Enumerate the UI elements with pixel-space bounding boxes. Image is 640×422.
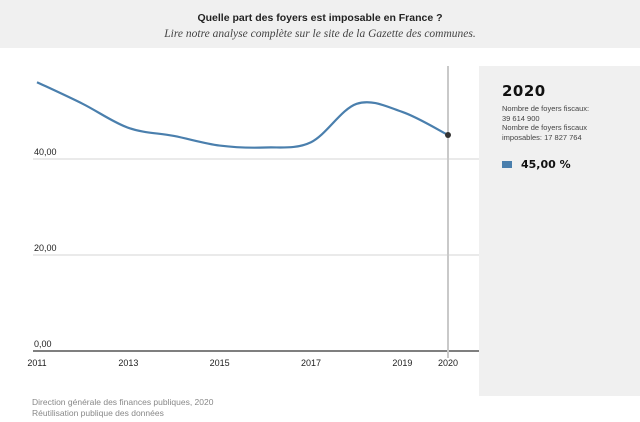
x-tick-label: 2019 [392,358,412,368]
panel-legend: 45,00 % [502,158,640,171]
series-line [36,81,449,149]
footer-note[interactable]: Réutilisation publique des données [32,408,164,418]
line-chart: 0,00 20,00 40,00 2011 2013 2015 2017 2019 2020 [27,66,479,368]
legend-swatch [502,161,512,169]
grid-layer [33,66,479,358]
series-layer [36,81,451,149]
chart-footer: Direction générale des finances publique… [32,397,213,419]
panel-info-line2: 39 614 900 [502,113,540,123]
chart-title: Quelle part des foyers est imposable en … [197,12,443,24]
tooltip-panel: 2020 Nombre de foyers fiscaux: 39 614 90… [479,66,640,396]
x-axis-labels: 2011 2013 2015 2017 2019 2020 [27,358,458,368]
legend-value: 45,00 % [521,158,571,172]
y-tick-label: 0,00 [34,339,52,349]
x-tick-label: 2017 [301,358,321,368]
x-tick-label: 2015 [210,358,230,368]
panel-year: 2020 [502,82,546,100]
x-tick-label: 2011 [27,358,46,368]
y-tick-label: 20,00 [34,243,57,253]
y-axis-labels: 0,00 20,00 40,00 [34,147,57,349]
panel-info-line1: Nombre de foyers fiscaux: [502,104,590,113]
footer-source[interactable]: Direction générale des finances publique… [32,397,214,407]
chart-subtitle: Lire notre analyse complète sur le site … [164,28,476,40]
y-tick-label: 40,00 [34,147,57,157]
panel-info-line4: imposables: 17 827 764 [502,132,582,142]
panel-info-line3: Nombre de foyers fiscaux [502,123,588,133]
panel-info: Nombre de foyers fiscaux: 39 614 900 Nom… [502,104,640,142]
x-tick-label: 2020 [438,358,458,368]
highlight-point [445,132,451,138]
chart-header: Quelle part des foyers est imposable en … [0,0,640,48]
x-tick-label: 2013 [118,358,138,368]
